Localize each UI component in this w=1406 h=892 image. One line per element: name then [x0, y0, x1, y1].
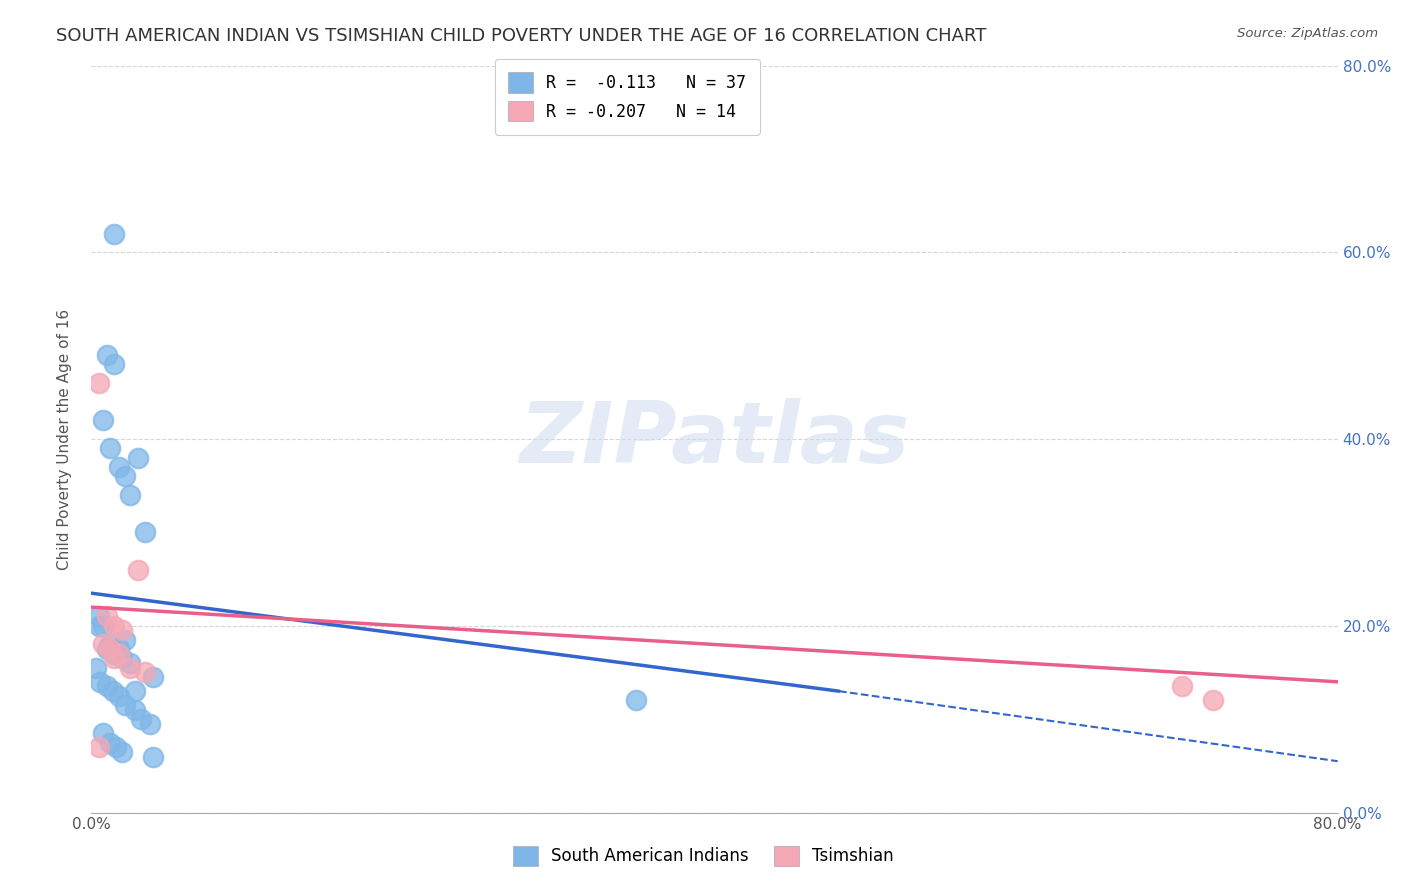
Point — [124, 703, 146, 717]
Point — [108, 460, 131, 475]
Point — [103, 619, 125, 633]
Point — [129, 712, 152, 726]
Point — [118, 488, 141, 502]
Point — [98, 638, 121, 652]
Point — [93, 619, 115, 633]
Point — [96, 348, 118, 362]
Point — [103, 647, 125, 661]
Point — [118, 656, 141, 670]
Legend: South American Indians, Tsimshian: South American Indians, Tsimshian — [499, 832, 907, 880]
Point — [114, 698, 136, 713]
Point — [101, 684, 124, 698]
Point — [89, 674, 111, 689]
Point — [96, 680, 118, 694]
Point — [118, 661, 141, 675]
Y-axis label: Child Poverty Under the Age of 16: Child Poverty Under the Age of 16 — [58, 309, 72, 570]
Point — [87, 740, 110, 755]
Point — [111, 651, 134, 665]
Point — [87, 376, 110, 390]
Point — [127, 450, 149, 465]
Point — [626, 693, 648, 707]
Point — [124, 684, 146, 698]
Point — [87, 609, 110, 624]
Point — [98, 442, 121, 456]
Point — [96, 609, 118, 624]
Point — [98, 735, 121, 749]
Point — [111, 624, 134, 638]
Point — [103, 357, 125, 371]
Point — [93, 638, 115, 652]
Point — [93, 726, 115, 740]
Point — [108, 642, 131, 657]
Text: ZIPatlas: ZIPatlas — [519, 398, 910, 481]
Point — [108, 647, 131, 661]
Point — [104, 740, 127, 755]
Point — [84, 661, 107, 675]
Point — [114, 632, 136, 647]
Legend: R =  -0.113   N = 37, R = -0.207   N = 14: R = -0.113 N = 37, R = -0.207 N = 14 — [495, 59, 759, 135]
Point — [93, 413, 115, 427]
Point — [96, 642, 118, 657]
Point — [127, 563, 149, 577]
Point — [1202, 693, 1225, 707]
Point — [87, 619, 110, 633]
Point — [142, 749, 165, 764]
Point — [103, 227, 125, 241]
Point — [114, 469, 136, 483]
Point — [103, 651, 125, 665]
Point — [139, 716, 162, 731]
Point — [108, 689, 131, 703]
Text: Source: ZipAtlas.com: Source: ZipAtlas.com — [1237, 27, 1378, 40]
Point — [134, 525, 156, 540]
Point — [1171, 680, 1194, 694]
Point — [142, 670, 165, 684]
Point — [134, 665, 156, 680]
Point — [111, 745, 134, 759]
Point — [98, 642, 121, 657]
Text: SOUTH AMERICAN INDIAN VS TSIMSHIAN CHILD POVERTY UNDER THE AGE OF 16 CORRELATION: SOUTH AMERICAN INDIAN VS TSIMSHIAN CHILD… — [56, 27, 987, 45]
